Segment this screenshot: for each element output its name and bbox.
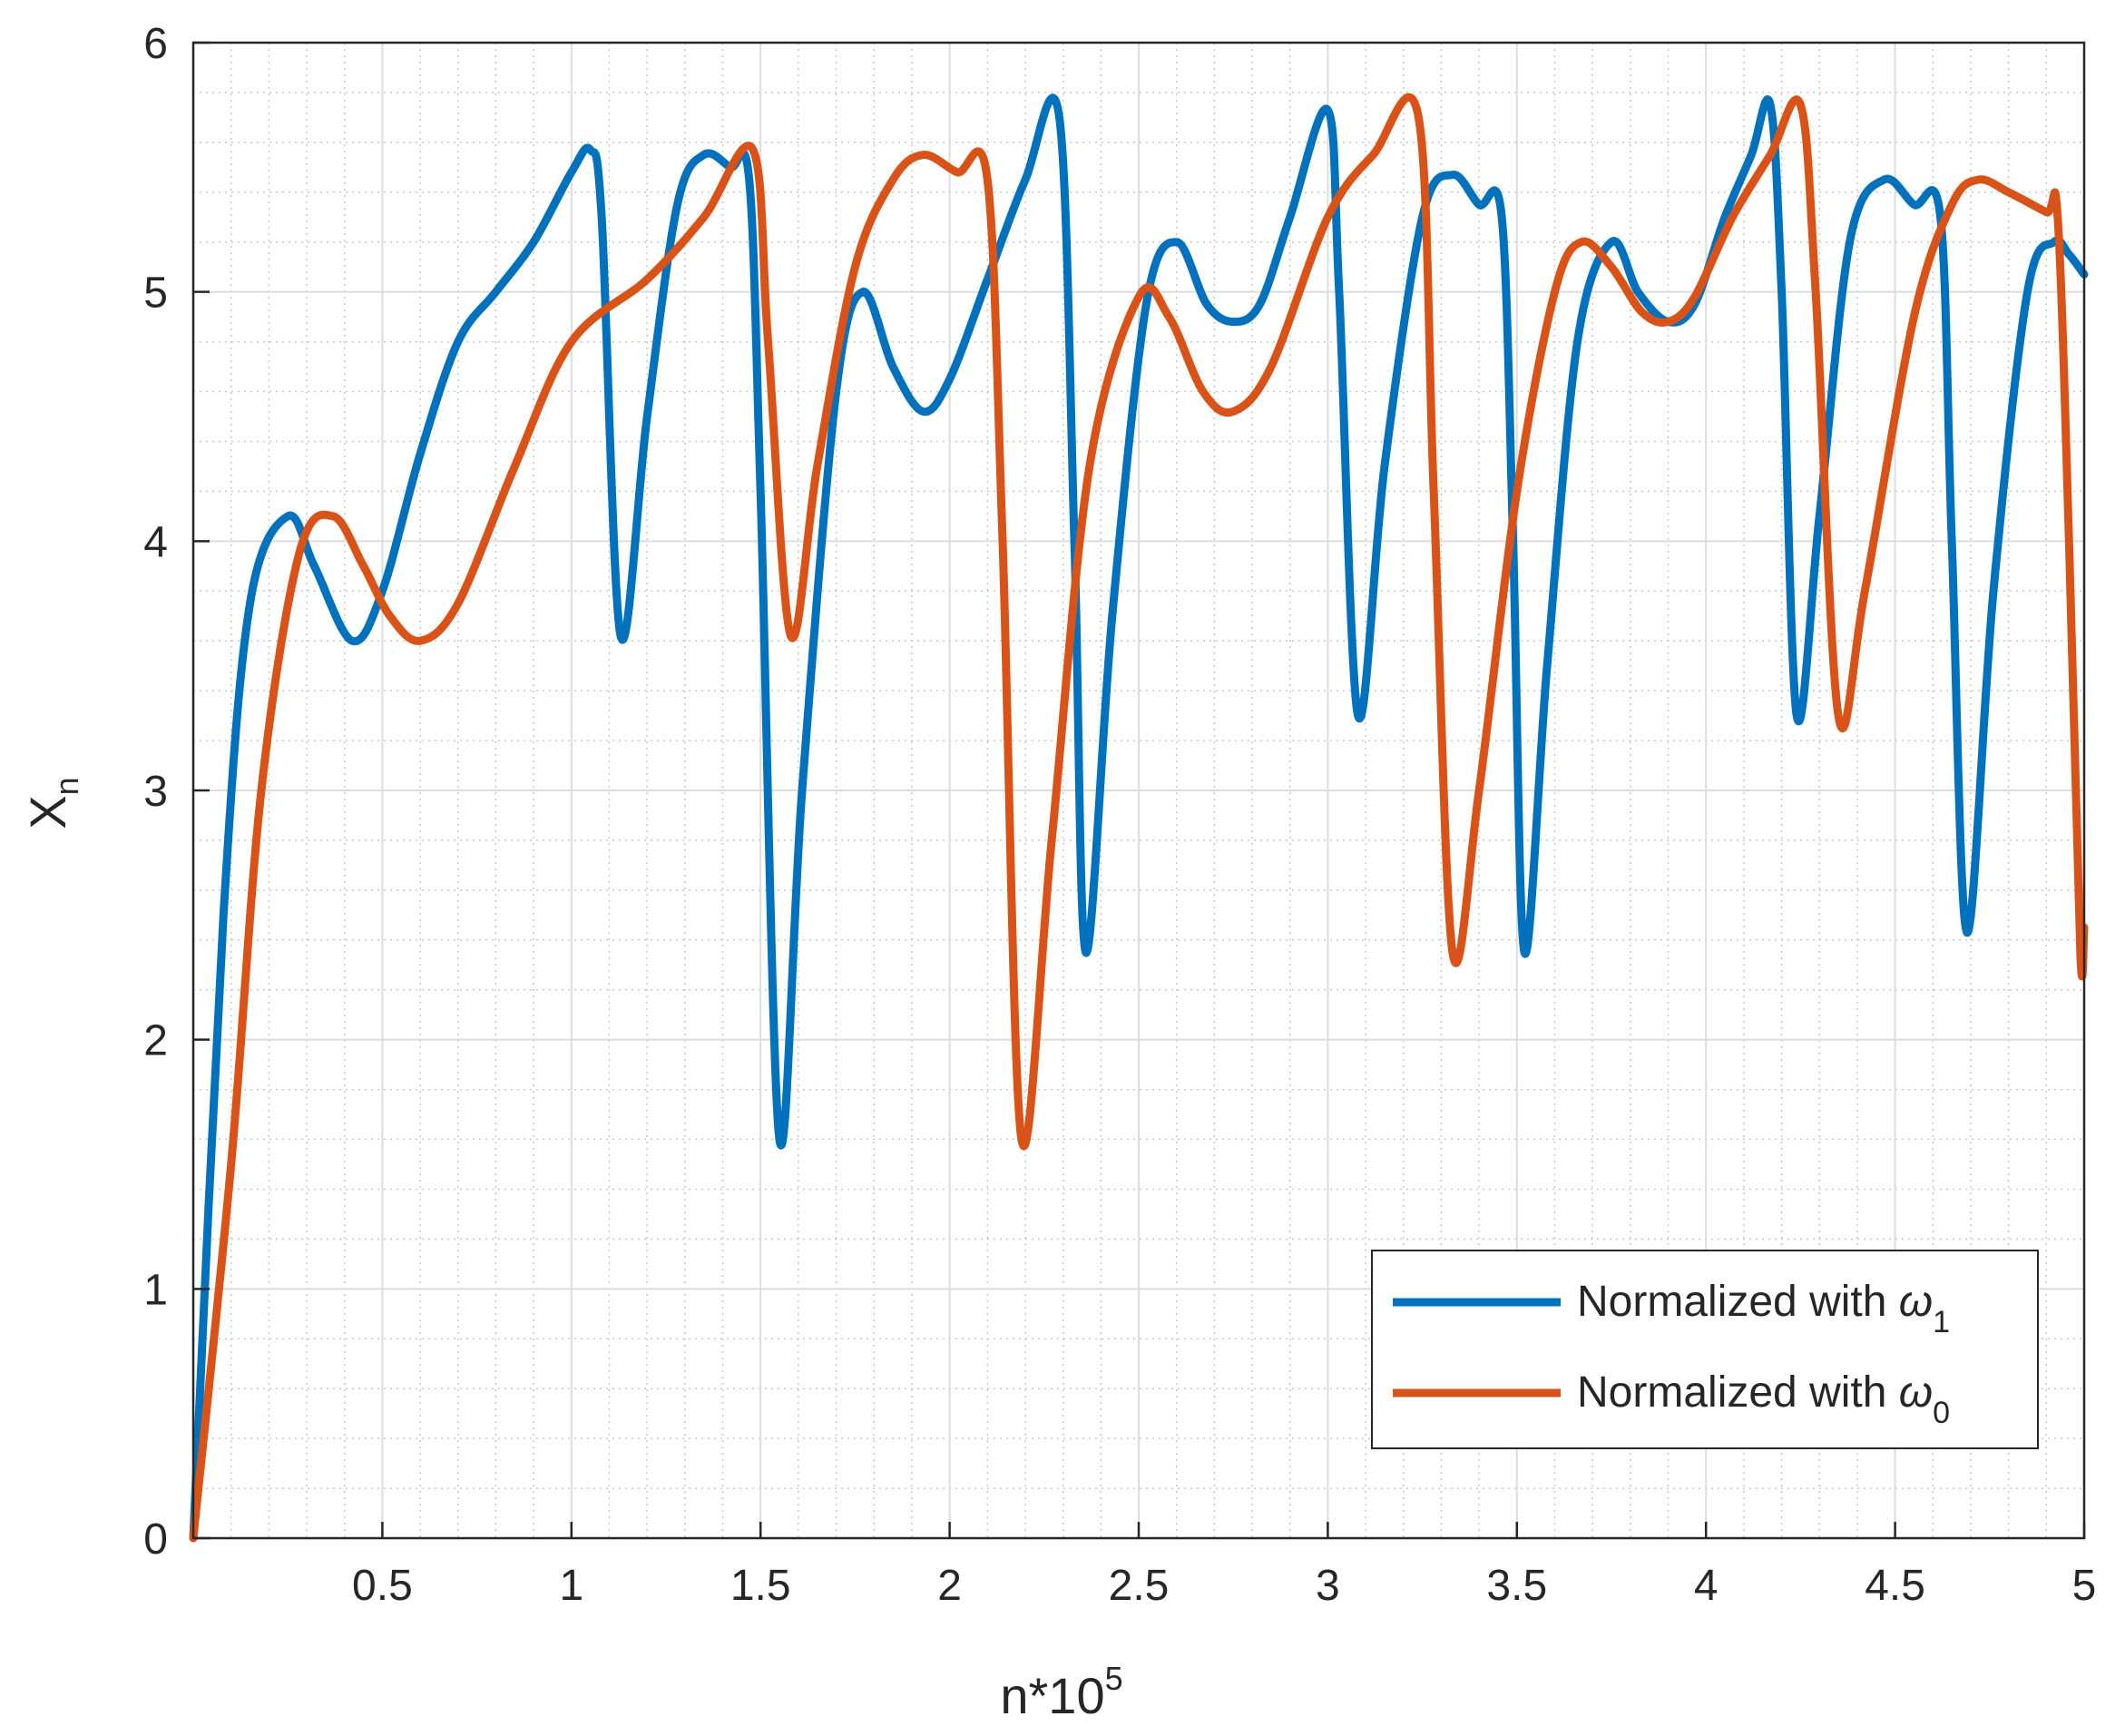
x-tick-label: 2.5: [1109, 1562, 1170, 1610]
axes: [191, 41, 2086, 1540]
x-tick-label: 1.5: [730, 1562, 791, 1610]
series-line-2: [189, 93, 2089, 1543]
y-tick-label: 4: [143, 518, 168, 566]
y-tick-label: 3: [143, 768, 168, 816]
y-axis-title: Xn: [19, 777, 85, 829]
legend-box: [1371, 1250, 2039, 1449]
y-tick-label: 0: [143, 1515, 168, 1564]
x-tick-label: 3: [1316, 1562, 1340, 1610]
legend-entry-1: Normalized with ω1: [1577, 1278, 1950, 1339]
x-tick-label: 5: [2072, 1562, 2097, 1610]
tick-labels: 0.5 1 1.5 2 2.5 3 3.5 4 4.5 5 0 1 2 3 4 5 6: [143, 20, 2096, 1610]
y-axis-label: Xn: [19, 777, 85, 829]
x-tick-label: 4.5: [1865, 1562, 1925, 1610]
y-tick-label: 1: [143, 1266, 168, 1314]
x-axis-title: n*105: [1000, 1660, 1122, 1724]
x-axis-label: n*105: [1000, 1660, 1122, 1724]
series-line-1: [189, 93, 2089, 1543]
legend-entry-2: Normalized with ω0: [1577, 1368, 1950, 1430]
series-layer: [189, 93, 2089, 1543]
x-tick-label: 1: [559, 1562, 583, 1610]
x-tick-label: 2: [937, 1562, 962, 1610]
y-tick-label: 5: [143, 270, 168, 318]
x-tick-label: 4: [1694, 1562, 1719, 1610]
y-tick-label: 2: [143, 1017, 168, 1065]
y-tick-label: 6: [143, 20, 168, 68]
legend: Normalized with ω1 Normalized with ω0: [1371, 1250, 2039, 1449]
x-tick-label: 3.5: [1486, 1562, 1547, 1610]
x-tick-label: 0.5: [352, 1562, 413, 1610]
